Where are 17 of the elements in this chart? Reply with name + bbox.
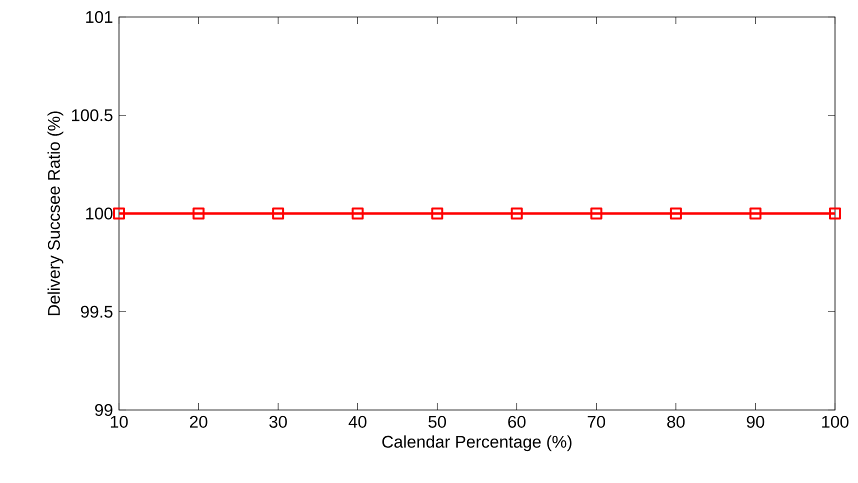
x-tick-label: 50 bbox=[428, 416, 446, 428]
x-tick-label: 20 bbox=[190, 416, 208, 428]
y-axis-title: Delivery Succsee Ratio (%) bbox=[48, 112, 64, 316]
x-tick-label: 60 bbox=[508, 416, 526, 428]
y-tick-label: 100 bbox=[86, 208, 112, 220]
y-tick-label: 99 bbox=[95, 404, 112, 416]
x-tick-label: 10 bbox=[110, 416, 128, 428]
y-tick-label: 101 bbox=[86, 11, 112, 23]
x-tick-label: 90 bbox=[746, 416, 764, 428]
x-tick-label: 30 bbox=[269, 416, 287, 428]
x-tick-label: 70 bbox=[588, 416, 606, 428]
y-tick-label: 100.5 bbox=[72, 109, 112, 122]
x-tick-label: 40 bbox=[348, 416, 366, 428]
x-tick-label: 80 bbox=[667, 416, 685, 428]
x-tick-label: 100 bbox=[822, 416, 848, 428]
x-axis-title: Calendar Percentage (%) bbox=[382, 435, 572, 452]
y-tick-label: 99.5 bbox=[80, 306, 112, 318]
